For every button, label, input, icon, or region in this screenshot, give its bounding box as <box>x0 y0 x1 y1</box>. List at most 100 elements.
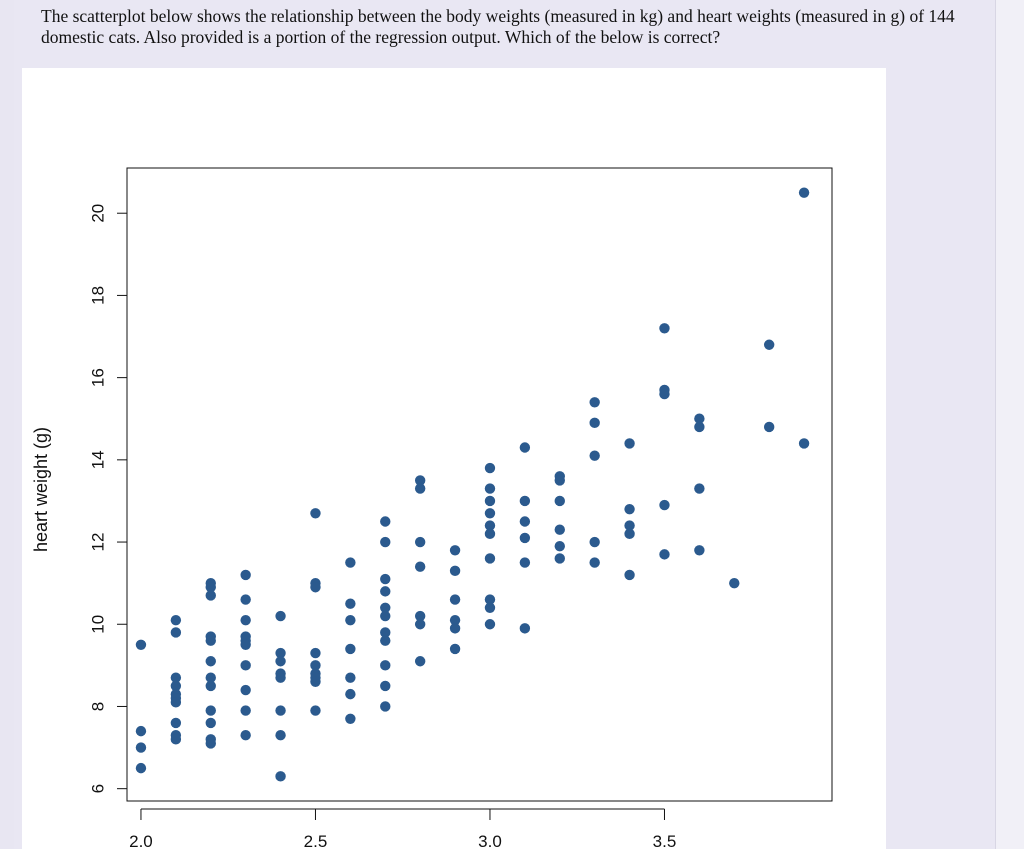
data-point <box>414 656 426 667</box>
data-point <box>380 610 391 622</box>
data-point <box>484 508 496 519</box>
data-point <box>310 508 321 519</box>
data-point <box>624 503 635 515</box>
data-point <box>240 614 251 626</box>
y-tick-label: 18 <box>88 286 107 305</box>
data-point <box>345 713 356 724</box>
data-point <box>694 421 705 433</box>
data-point <box>694 545 705 556</box>
data-point <box>380 680 391 692</box>
data-point <box>240 730 251 741</box>
scatterplot-figure: 6 8 10 12 14 16 18 20 2.0 2.5 3.0 3.5 heart weight… <box>22 68 886 849</box>
x-tick-label: 2.0 <box>129 832 153 849</box>
data-point <box>449 565 461 577</box>
data-point <box>484 594 496 605</box>
data-point <box>135 762 147 774</box>
data-point <box>345 672 356 683</box>
data-point <box>484 602 496 614</box>
data-point <box>624 520 635 531</box>
data-point <box>449 623 461 634</box>
data-point <box>798 187 810 198</box>
data-point <box>554 475 565 486</box>
data-point <box>310 705 321 716</box>
data-point <box>729 577 740 589</box>
data-point <box>240 569 251 581</box>
x-tick-label: 3.0 <box>478 832 502 849</box>
data-point <box>519 516 531 527</box>
data-point <box>380 516 391 527</box>
data-point <box>135 725 147 737</box>
data-point <box>205 680 216 692</box>
data-point <box>659 549 670 560</box>
data-point <box>345 598 356 609</box>
data-point <box>240 639 251 651</box>
data-point <box>310 676 321 687</box>
data-point <box>345 643 356 655</box>
data-point <box>659 323 670 334</box>
data-point <box>380 536 391 548</box>
data-point <box>554 495 565 507</box>
data-point <box>380 586 391 597</box>
data-point <box>275 656 286 667</box>
data-point <box>380 701 391 712</box>
data-point <box>310 647 321 659</box>
data-point <box>519 557 531 568</box>
data-point <box>170 680 182 692</box>
y-tick-label: 6 <box>88 784 107 793</box>
data-point <box>589 536 600 548</box>
data-point <box>135 639 147 651</box>
data-point <box>380 602 391 614</box>
data-point <box>275 705 286 716</box>
data-point <box>484 528 496 540</box>
data-point <box>763 339 775 350</box>
data-point <box>170 717 182 729</box>
data-point <box>240 660 251 671</box>
data-point <box>414 536 426 548</box>
data-point <box>345 688 356 700</box>
x-tick-label: 3.5 <box>653 832 677 849</box>
y-tick-label: 12 <box>88 533 107 552</box>
data-point <box>624 438 635 449</box>
data-point <box>484 520 496 531</box>
data-point <box>484 495 496 507</box>
data-point <box>345 557 356 568</box>
right-sidebar-strip <box>995 0 1024 849</box>
data-point <box>798 438 810 449</box>
data-point <box>659 499 670 511</box>
data-point <box>275 647 286 659</box>
data-point <box>205 672 216 683</box>
y-tick-label: 10 <box>88 615 107 634</box>
data-point <box>205 590 216 601</box>
data-point <box>519 442 531 453</box>
data-point <box>449 643 461 655</box>
data-point <box>519 495 531 507</box>
data-point <box>554 524 565 535</box>
question-text: The scatterplot below shows the relation… <box>41 6 955 47</box>
data-point <box>694 483 705 494</box>
data-point <box>380 627 391 638</box>
data-point <box>624 569 635 581</box>
data-point <box>345 614 356 626</box>
data-point <box>414 561 426 572</box>
data-point <box>240 684 251 696</box>
data-point <box>449 614 461 626</box>
data-point <box>170 672 182 683</box>
data-point <box>310 582 321 593</box>
data-point <box>484 462 496 474</box>
data-point <box>484 483 496 494</box>
data-point <box>170 697 182 708</box>
data-point <box>484 553 496 564</box>
x-tick-label: 2.5 <box>304 832 328 849</box>
y-tick-label: 14 <box>88 450 107 469</box>
points-layer <box>135 187 810 782</box>
data-point <box>589 417 600 429</box>
x-axis: 2.0 2.5 3.0 3.5 <box>129 808 677 849</box>
data-point <box>519 623 531 634</box>
data-point <box>205 717 216 729</box>
y-tick-label: 16 <box>88 368 107 387</box>
data-point <box>205 705 216 716</box>
data-point <box>205 582 216 593</box>
data-point <box>449 545 461 556</box>
data-point <box>380 660 391 671</box>
data-point <box>624 528 635 540</box>
